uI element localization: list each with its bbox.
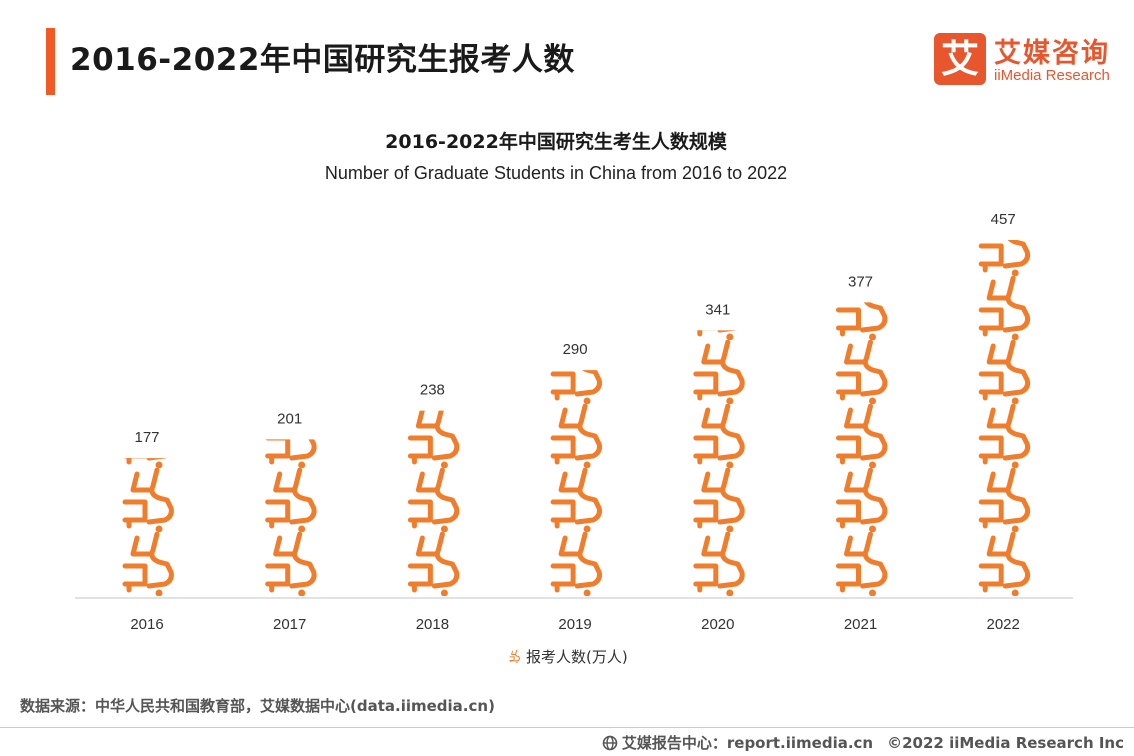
x-tick-2019: 2019 [558,616,591,633]
data-label-2022: 457 [991,211,1016,228]
data-label-2018: 238 [420,382,445,399]
data-source: 数据来源：中华人民共和国教育部，艾媒数据中心(data.iimedia.cn) [20,697,495,715]
legend: 报考人数(万人) [508,645,628,667]
x-tick-2021: 2021 [844,616,877,633]
report-center-link[interactable]: 艾媒报告中心：report.iimedia.cn [621,734,874,752]
x-tick-2022: 2022 [987,616,1020,633]
x-tick-2020: 2020 [701,616,734,633]
title-accent-bar [46,28,55,95]
legend-label: 报考人数(万人) [526,647,628,666]
bar-2017 [268,406,314,597]
page-title: 2016-2022年中国研究生报考人数 [70,42,575,78]
x-tick-2018: 2018 [416,616,449,633]
iimedia-logo-icon: 艾 [934,33,986,85]
globe-icon [602,735,618,751]
copyright: ©2022 iiMedia Research Inc [887,733,1124,752]
chart-title: 2016-2022年中国研究生考生人数规模 [385,131,727,153]
data-label-2021: 377 [848,273,873,290]
bar-2022 [981,214,1027,597]
brand-name-en: iiMedia Research [994,67,1110,84]
x-tick-2017: 2017 [273,616,306,633]
data-label-2017: 201 [277,410,302,427]
x-tick-2016: 2016 [130,616,163,633]
brand-logo-glyph: 艾 [940,37,979,81]
bar-2021 [839,278,885,597]
chart-subtitle: Number of Graduate Students in China fro… [324,163,788,183]
footer-divider [0,727,1134,728]
data-label-2020: 341 [705,301,730,318]
bar-2019 [553,342,599,597]
data-label-2019: 290 [563,341,588,358]
bar-2020 [696,278,742,597]
bar-2018 [410,406,456,597]
footer: 艾媒报告中心：report.iimedia.cn ©2022 iiMedia R… [602,732,1124,753]
brand-name-cn: 艾媒咨询 [994,38,1110,69]
data-label-2016: 177 [134,429,159,446]
student-at-desk-icon [508,650,521,663]
